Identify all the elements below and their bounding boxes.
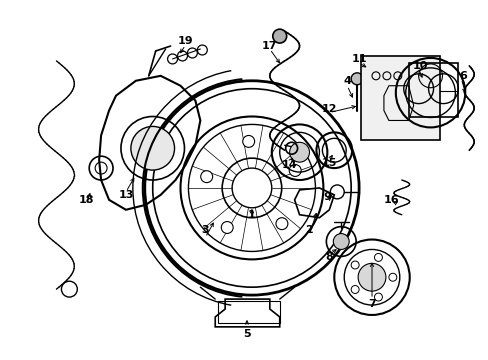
Circle shape [374,293,382,301]
Text: 13: 13 [118,190,133,200]
Text: 4: 4 [343,76,350,86]
Text: 12: 12 [321,104,336,113]
Text: 19: 19 [177,36,193,46]
Text: 9: 9 [323,192,330,202]
Text: 18: 18 [78,195,94,205]
Circle shape [221,221,233,233]
Text: 3: 3 [201,225,209,235]
Text: 10: 10 [412,61,427,71]
Text: 11: 11 [351,54,366,64]
Text: 15: 15 [321,158,336,168]
Circle shape [374,253,382,261]
Circle shape [201,171,212,183]
Circle shape [350,73,362,85]
Text: 5: 5 [243,329,250,339]
Circle shape [131,126,174,170]
Text: 17: 17 [262,41,277,51]
Text: 16: 16 [383,195,399,205]
Circle shape [357,264,385,291]
Circle shape [350,261,358,269]
Circle shape [242,135,254,147]
Circle shape [350,285,358,293]
Text: 8: 8 [325,252,332,262]
Text: 6: 6 [458,71,466,81]
Circle shape [272,29,286,43]
Bar [360,56,440,140]
Circle shape [275,218,287,230]
Bar [408,63,457,117]
Text: 14: 14 [281,160,297,170]
Circle shape [289,142,309,162]
Circle shape [288,165,301,176]
Text: 1: 1 [247,210,255,220]
Circle shape [388,273,396,281]
Text: 2: 2 [305,225,313,235]
Circle shape [333,234,348,249]
Text: 7: 7 [367,299,375,309]
Bar [218,301,279,323]
